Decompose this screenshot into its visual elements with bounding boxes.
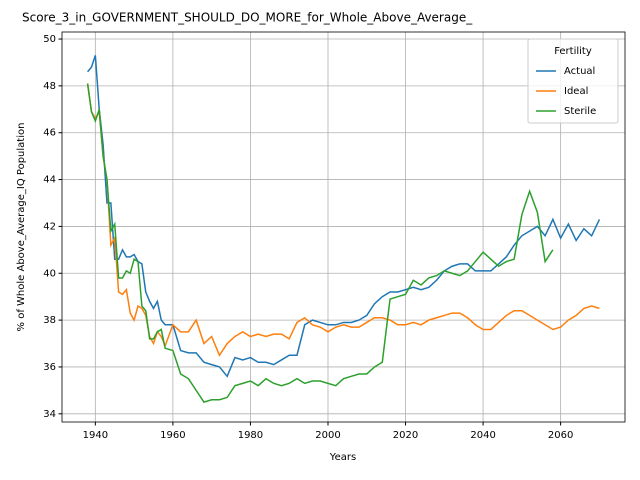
y-axis-label: % of Whole Above_Average_IQ Population <box>16 123 27 332</box>
y-tick-label: 36 <box>43 362 56 373</box>
y-tick-label: 48 <box>43 81 56 92</box>
y-tick-label: 42 <box>43 221 56 232</box>
legend-label: Sterile <box>564 106 596 117</box>
line <box>86 83 554 403</box>
x-axis-label: Years <box>329 452 356 463</box>
x-tick-label: 1980 <box>238 430 263 441</box>
plot-frame <box>61 31 626 423</box>
y-tick-label: 50 <box>43 34 56 45</box>
line <box>86 83 600 357</box>
x-tick-label: 1960 <box>160 430 185 441</box>
y-tick-label: 38 <box>43 315 56 326</box>
x-tick-label: 2060 <box>548 430 573 441</box>
y-tick-label: 44 <box>43 175 56 186</box>
y-tick-label: 34 <box>43 409 56 420</box>
x-tick-label: 2040 <box>470 430 495 441</box>
y-tick-label: 46 <box>43 128 56 139</box>
line <box>87 55 601 378</box>
legend-title: Fertility <box>554 46 592 57</box>
legend: Fertility Actual Ideal Sterile <box>527 38 619 124</box>
y-tick-label: 40 <box>43 268 56 279</box>
legend-label: Ideal <box>564 86 588 97</box>
x-tick-label: 1940 <box>83 430 108 441</box>
x-tick-label: 2020 <box>393 430 418 441</box>
x-tick-label: 2000 <box>315 430 340 441</box>
chart-title: Score_3_in_GOVERNMENT_SHOULD_DO_MORE_for… <box>22 11 473 25</box>
legend-label: Actual <box>564 66 595 77</box>
legend-box <box>527 38 619 124</box>
